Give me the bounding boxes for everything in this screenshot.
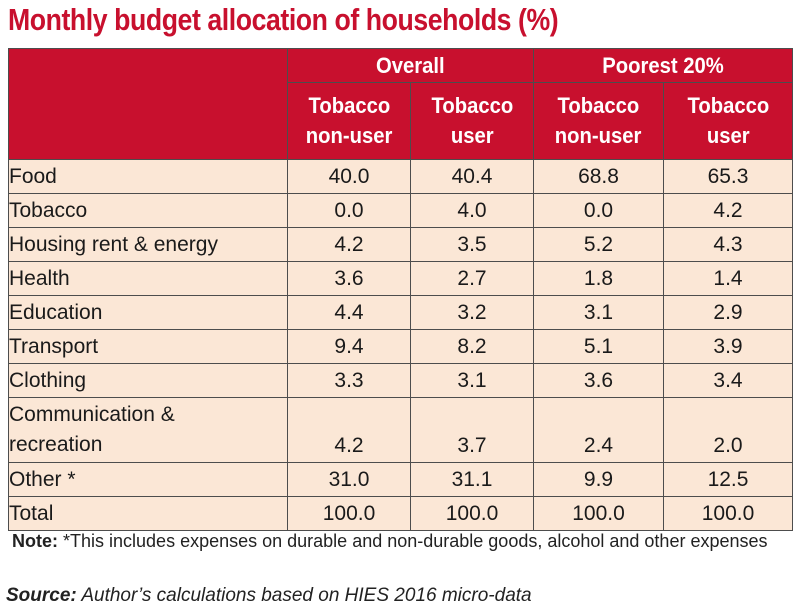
table-cell: 40.0 — [287, 159, 411, 194]
row-label: Education — [8, 295, 288, 330]
table-cell: 3.3 — [287, 363, 411, 398]
table-row: Total 100.0 100.0 100.0 100.0 — [8, 496, 794, 531]
table-cell: 3.7 — [409, 397, 535, 463]
table-cell: 2.7 — [409, 261, 535, 296]
table-row: Food 40.0 40.4 68.8 65.3 — [8, 159, 794, 194]
table-cell: 65.3 — [663, 159, 794, 194]
table-cell: 40.4 — [409, 159, 535, 194]
table-cell: 100.0 — [663, 496, 794, 531]
table-cell: 2.0 — [663, 397, 794, 463]
table-cell: 3.6 — [533, 363, 665, 398]
group-header-poorest: Poorest 20% — [533, 48, 794, 83]
table-cell: 3.5 — [409, 227, 535, 262]
row-label: Health — [8, 261, 288, 296]
table-cell: 31.0 — [287, 462, 411, 497]
row-label-line: Communication & — [9, 403, 175, 426]
table-cell: 3.2 — [409, 295, 535, 330]
table-cell: 1.8 — [533, 261, 665, 296]
row-header-corner — [8, 48, 288, 160]
table-cell: 5.2 — [533, 227, 665, 262]
note-label: Note: — [12, 531, 58, 551]
table-cell: 100.0 — [287, 496, 411, 531]
row-label: Total — [8, 496, 288, 531]
table-cell: 68.8 — [533, 159, 665, 194]
table-cell: 2.9 — [663, 295, 794, 330]
table-cell: 2.4 — [533, 397, 665, 463]
table-cell: 4.2 — [663, 193, 794, 228]
table-cell: 4.4 — [287, 295, 411, 330]
table-cell: 100.0 — [409, 496, 535, 531]
table-cell: 9.9 — [533, 462, 665, 497]
table-cell: 3.4 — [663, 363, 794, 398]
table-cell: 3.6 — [287, 261, 411, 296]
note-text: *This includes expenses on durable and n… — [63, 531, 768, 551]
table-cell: 4.3 — [663, 227, 794, 262]
row-label: Communication & recreation — [8, 397, 288, 463]
budget-table: Overall Poorest 20% Tobacco non-user Tob… — [8, 48, 794, 531]
table-cell: 31.1 — [409, 462, 535, 497]
row-label: Transport — [8, 329, 288, 364]
table-cell: 3.1 — [409, 363, 535, 398]
source-line: Source: Author’s calculations based on H… — [6, 585, 532, 607]
table-cell: 3.1 — [533, 295, 665, 330]
table-cell: 1.4 — [663, 261, 794, 296]
table-row: Health 3.6 2.7 1.8 1.4 — [8, 261, 794, 296]
table-cell: 8.2 — [409, 329, 535, 364]
chart-title: Monthly budget allocation of households … — [8, 2, 559, 37]
table-row: Other * 31.0 31.1 9.9 12.5 — [8, 462, 794, 497]
table-cell: 0.0 — [533, 193, 665, 228]
table-row: Housing rent & energy 4.2 3.5 5.2 4.3 — [8, 227, 794, 262]
table-cell: 0.0 — [287, 193, 411, 228]
column-header: Tobacco user — [663, 82, 794, 160]
table-cell: 4.2 — [287, 397, 411, 463]
table-row: Tobacco 0.0 4.0 0.0 4.2 — [8, 193, 794, 228]
table-row: Communication & recreation 4.2 3.7 2.4 2… — [8, 397, 794, 463]
column-header: Tobacco non-user — [533, 82, 665, 160]
row-label: Food — [8, 159, 288, 194]
table-cell: 12.5 — [663, 462, 794, 497]
source-label: Source: — [6, 585, 77, 606]
table-cell: 4.0 — [409, 193, 535, 228]
row-label: Other * — [8, 462, 288, 497]
row-label: Housing rent & energy — [8, 227, 288, 262]
table-cell: 9.4 — [287, 329, 411, 364]
source-text: Author’s calculations based on HIES 2016… — [81, 585, 532, 606]
row-label-line: recreation — [9, 433, 103, 456]
table-row: Transport 9.4 8.2 5.1 3.9 — [8, 329, 794, 364]
column-header: Tobacco non-user — [287, 82, 411, 160]
table-row: Education 4.4 3.2 3.1 2.9 — [8, 295, 794, 330]
footnote: Note: *This includes expenses on durable… — [12, 530, 792, 553]
row-label: Clothing — [8, 363, 288, 398]
table-cell: 4.2 — [287, 227, 411, 262]
table-cell: 100.0 — [533, 496, 665, 531]
row-label: Tobacco — [8, 193, 288, 228]
column-header: Tobacco user — [409, 82, 535, 160]
table-cell: 5.1 — [533, 329, 665, 364]
table-row: Clothing 3.3 3.1 3.6 3.4 — [8, 363, 794, 398]
table-cell: 3.9 — [663, 329, 794, 364]
group-header-overall: Overall — [286, 48, 535, 83]
